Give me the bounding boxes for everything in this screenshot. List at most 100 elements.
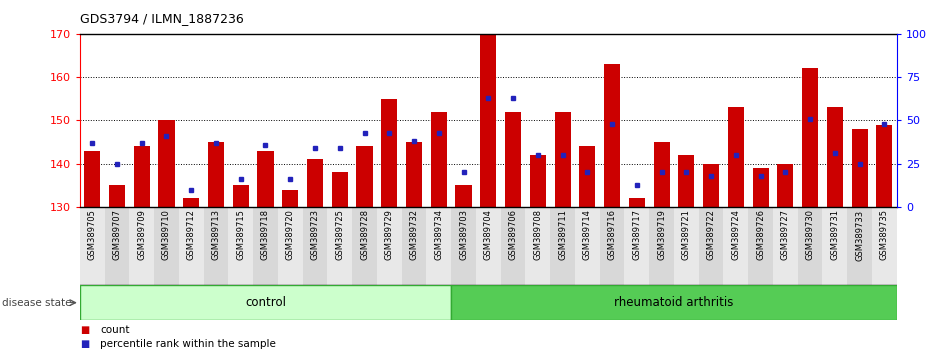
Text: GSM389723: GSM389723 — [311, 210, 319, 261]
Bar — [852, 129, 868, 207]
Bar — [130, 207, 154, 285]
Bar — [154, 207, 178, 285]
Text: ■: ■ — [80, 339, 89, 349]
Bar — [798, 207, 823, 285]
Bar — [649, 207, 674, 285]
Text: GSM389704: GSM389704 — [484, 210, 493, 260]
Text: GSM389718: GSM389718 — [261, 210, 270, 261]
Text: GSM389716: GSM389716 — [608, 210, 617, 261]
Bar — [307, 159, 323, 207]
Bar — [228, 207, 254, 285]
Bar — [352, 207, 377, 285]
Bar — [455, 185, 471, 207]
Text: GSM389721: GSM389721 — [682, 210, 691, 260]
Bar — [406, 142, 422, 207]
Bar — [678, 155, 694, 207]
Bar — [876, 125, 892, 207]
Bar — [133, 147, 149, 207]
Bar — [183, 199, 199, 207]
Bar — [872, 207, 897, 285]
Bar — [278, 207, 302, 285]
Text: count: count — [100, 325, 130, 335]
Text: GSM389720: GSM389720 — [285, 210, 295, 260]
Text: GSM389708: GSM389708 — [533, 210, 543, 261]
Text: GSM389726: GSM389726 — [756, 210, 765, 261]
Bar — [629, 199, 645, 207]
Bar — [257, 151, 273, 207]
Text: GSM389731: GSM389731 — [830, 210, 839, 261]
Bar — [579, 147, 595, 207]
Text: GSM389710: GSM389710 — [162, 210, 171, 260]
Text: GSM389730: GSM389730 — [806, 210, 815, 261]
Bar — [85, 151, 100, 207]
Text: GSM389732: GSM389732 — [409, 210, 419, 261]
Bar — [80, 285, 451, 320]
Text: GSM389734: GSM389734 — [434, 210, 443, 261]
Bar — [575, 207, 600, 285]
Bar — [624, 207, 649, 285]
Text: GDS3794 / ILMN_1887236: GDS3794 / ILMN_1887236 — [80, 12, 243, 25]
Bar — [233, 185, 249, 207]
Bar — [331, 172, 347, 207]
Bar — [699, 207, 723, 285]
Bar — [703, 164, 719, 207]
Bar — [505, 112, 521, 207]
Bar — [402, 207, 426, 285]
Text: GSM389713: GSM389713 — [211, 210, 221, 261]
Bar — [526, 207, 550, 285]
Bar — [283, 190, 299, 207]
Text: GSM389703: GSM389703 — [459, 210, 468, 261]
Bar — [555, 112, 571, 207]
Bar — [728, 107, 744, 207]
Bar — [600, 207, 624, 285]
Bar — [773, 207, 798, 285]
Bar — [723, 207, 748, 285]
Text: GSM389722: GSM389722 — [706, 210, 716, 260]
Bar — [674, 207, 699, 285]
Bar — [476, 207, 500, 285]
Bar — [777, 164, 793, 207]
Text: GSM389711: GSM389711 — [558, 210, 567, 260]
Text: GSM389705: GSM389705 — [87, 210, 97, 260]
Text: GSM389707: GSM389707 — [113, 210, 121, 261]
Bar — [550, 207, 575, 285]
Text: GSM389729: GSM389729 — [385, 210, 393, 260]
Bar — [377, 207, 402, 285]
Text: GSM389709: GSM389709 — [137, 210, 146, 260]
Bar — [204, 207, 228, 285]
Text: GSM389727: GSM389727 — [781, 210, 790, 261]
Bar — [480, 34, 497, 207]
Text: rheumatoid arthritis: rheumatoid arthritis — [614, 296, 733, 309]
Bar — [748, 207, 773, 285]
Bar — [328, 207, 352, 285]
Text: GSM389733: GSM389733 — [855, 210, 864, 261]
Bar — [431, 112, 447, 207]
Text: GSM389717: GSM389717 — [632, 210, 641, 261]
Text: GSM389735: GSM389735 — [880, 210, 889, 261]
Bar — [159, 120, 175, 207]
Text: disease state: disease state — [2, 298, 71, 308]
Text: GSM389728: GSM389728 — [360, 210, 369, 261]
Bar — [451, 285, 897, 320]
Bar — [104, 207, 130, 285]
Bar — [802, 68, 818, 207]
Bar — [80, 207, 104, 285]
Text: GSM389725: GSM389725 — [335, 210, 345, 260]
Bar — [654, 142, 670, 207]
Bar — [357, 147, 373, 207]
Bar — [752, 168, 769, 207]
Bar — [451, 207, 476, 285]
Text: control: control — [245, 296, 286, 309]
Text: GSM389706: GSM389706 — [509, 210, 517, 261]
Bar — [500, 207, 526, 285]
Text: percentile rank within the sample: percentile rank within the sample — [100, 339, 276, 349]
Bar — [604, 64, 620, 207]
Text: GSM389712: GSM389712 — [187, 210, 195, 260]
Bar — [381, 99, 397, 207]
Bar — [847, 207, 872, 285]
Text: GSM389715: GSM389715 — [237, 210, 245, 260]
Text: GSM389724: GSM389724 — [731, 210, 740, 260]
Bar — [302, 207, 328, 285]
Text: GSM389714: GSM389714 — [583, 210, 592, 260]
Bar — [827, 107, 843, 207]
